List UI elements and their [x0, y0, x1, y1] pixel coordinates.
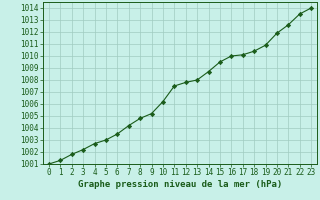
X-axis label: Graphe pression niveau de la mer (hPa): Graphe pression niveau de la mer (hPa)	[78, 180, 282, 189]
